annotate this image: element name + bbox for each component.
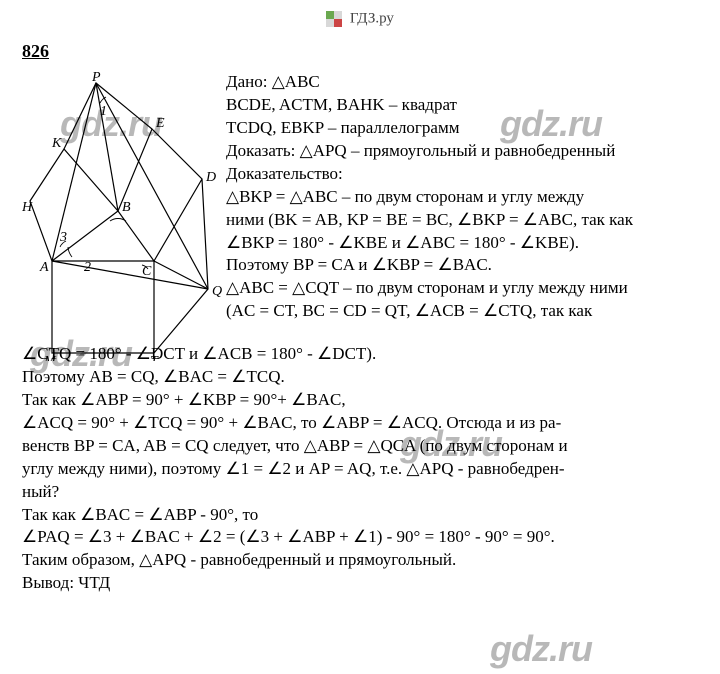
given-line: TCDQ, EBKP – параллелограмм [226,117,698,140]
label-H: H [22,200,33,215]
prove-line: Доказать: △APQ – прямоугольный и равнобе… [226,140,698,163]
proof-line: Поэтому AB = CQ, ∠BAC = ∠TCQ. [22,366,698,389]
proof-line: венств BP = CA, AB = CQ следует, что △AB… [22,435,698,458]
solution-page: 826 [0,39,720,596]
label-Q: Q [212,284,222,299]
proof-line: Поэтому BP = CA и ∠KBP = ∠BAC. [226,254,698,277]
proof-line: Так как ∠BAC = ∠ABP - 90°, то [22,504,698,527]
task-number: 826 [22,39,698,63]
label-K: K [51,136,62,151]
proof-line: ный? [22,481,698,504]
proof-line: ∠PAQ = ∠3 + ∠BAC + ∠2 = (∠3 + ∠ABP + ∠1)… [22,526,698,549]
given-block: Дано: △ABC BCDE, ACTM, BAHK – квадрат TC… [222,71,698,323]
label-M: M [43,354,57,361]
label-B: B [122,200,131,215]
proof-line: △BKP = △ABC – по двум сторонам и углу ме… [226,186,698,209]
proof-body: ∠CTQ = 180° - ∠DCT и ∠ACB = 180° - ∠DCT)… [22,343,698,595]
label-D: D [205,170,216,185]
label-2: 2 [84,260,91,275]
page-header: ГДЗ.ру [0,0,720,33]
proof-line: (AC = CT, BC = CD = QT, ∠ACB = ∠CTQ, так… [226,300,698,323]
proof-line: Так как ∠ABP = 90° + ∠KBP = 90°+ ∠BAC, [22,389,698,412]
label-A: A [39,260,49,275]
proof-line: Таким образом, △APQ - равнобедренный и п… [22,549,698,572]
label-1: 1 [100,104,107,119]
logo-icon [326,11,342,27]
label-T: T [150,354,159,361]
given-line: Дано: △ABC [226,71,698,94]
conclusion-line: Вывод: ЧТД [22,572,698,595]
proof-line: ними (BK = AB, KP = BE = BC, ∠BKP = ∠ABC… [226,209,698,232]
proof-line: △ABC = △CQT – по двум сторонам и углу ме… [226,277,698,300]
watermark: gdz.ru [490,625,592,674]
geometry-diagram: P E K D H B A C Q M T 1 2 3 [22,71,222,341]
label-C: C [142,264,152,279]
label-3: 3 [59,230,67,245]
proof-line: ∠BKP = 180° - ∠KBE и ∠ABC = 180° - ∠KBE)… [226,232,698,255]
label-E: E [155,116,165,131]
proof-heading: Доказательство: [226,163,698,186]
label-P: P [91,71,101,85]
proof-line: углу между ними), поэтому ∠1 = ∠2 и AP =… [22,458,698,481]
top-block: P E K D H B A C Q M T 1 2 3 Дано: △AB [22,71,698,341]
proof-line: ∠ACQ = 90° + ∠TCQ = 90° + ∠BAC, то ∠ABP … [22,412,698,435]
site-name: ГДЗ.ру [350,10,394,26]
given-line: BCDE, ACTM, BAHK – квадрат [226,94,698,117]
